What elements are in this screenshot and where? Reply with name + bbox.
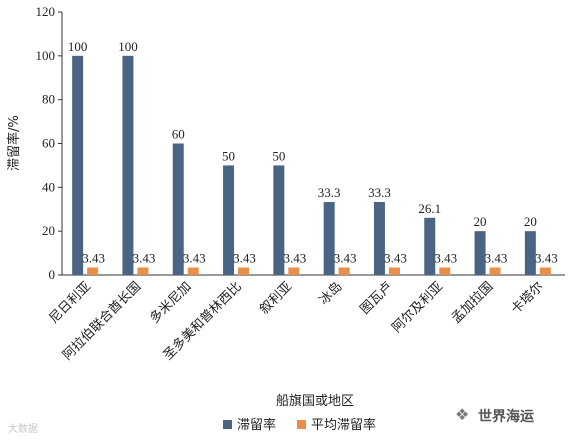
y-axis: 0 20 40 60 80 100 120 [36, 4, 565, 282]
bar-average-rate [489, 267, 501, 275]
data-label-stay-rate: 20 [474, 214, 487, 229]
y-tick-label: 40 [42, 179, 55, 194]
data-label-average-rate: 3.43 [485, 250, 508, 265]
bar-average-rate [137, 267, 149, 275]
y-tick-label: 120 [36, 4, 56, 19]
bar-average-rate [539, 267, 551, 275]
x-tick-label: 卡塔尔 [508, 279, 546, 317]
y-tick-label: 80 [42, 92, 55, 107]
x-tick-label: 阿尔及利亚 [389, 279, 446, 336]
data-label-stay-rate: 20 [524, 214, 537, 229]
data-label-stay-rate: 50 [272, 148, 285, 163]
watermark-left: 大数据 [8, 424, 38, 435]
x-tick-label: 尼日利亚 [47, 279, 94, 326]
bar-average-rate [87, 267, 99, 275]
legend-label-average-rate: 平均滞留率 [311, 417, 376, 433]
legend-label-stay-rate: 滞留率 [237, 417, 276, 433]
x-tick-label: 多米尼加 [146, 279, 194, 327]
bar-stay-rate [474, 231, 486, 275]
data-label-average-rate: 3.43 [82, 250, 105, 265]
x-tick-label: 叙利亚 [257, 279, 295, 317]
legend-swatch-stay-rate [223, 420, 232, 429]
x-tick-label: 孟加拉国 [449, 279, 496, 326]
bar-stay-rate [273, 165, 285, 275]
bar-stay-rate [524, 231, 536, 275]
data-label-average-rate: 3.43 [384, 250, 407, 265]
y-axis-title: 滞留率/% [6, 115, 22, 171]
x-tick-label: 图瓦卢 [357, 279, 396, 318]
bar-average-rate [238, 267, 250, 275]
bar-stay-rate [122, 55, 134, 276]
data-label-stay-rate: 33.3 [318, 185, 341, 200]
legend-swatch-average-rate [297, 420, 306, 429]
data-label-average-rate: 3.43 [233, 250, 256, 265]
x-axis-title: 船旗国或地区 [276, 393, 354, 409]
wechat-icon: ❖ [455, 405, 470, 424]
bar-stay-rate [424, 217, 436, 275]
data-label-stay-rate: 26.1 [418, 201, 441, 216]
data-label-stay-rate: 33.3 [368, 185, 391, 200]
y-tick-label: 60 [42, 136, 55, 151]
bar-stay-rate [373, 202, 385, 275]
bar-stay-rate [72, 55, 84, 276]
watermark-right: 世界海运 [478, 409, 534, 425]
bar-stay-rate [323, 202, 335, 275]
bar-average-rate [439, 267, 451, 275]
data-label-stay-rate: 100 [118, 39, 138, 54]
bar-average-rate [288, 267, 300, 275]
data-label-stay-rate: 50 [222, 148, 235, 163]
bar-average-rate [388, 267, 400, 275]
legend: 滞留率 平均滞留率 [223, 417, 376, 433]
y-tick-label: 100 [36, 48, 56, 63]
data-label-average-rate: 3.43 [283, 250, 306, 265]
y-tick-label: 0 [49, 267, 56, 282]
bar-stay-rate [172, 143, 184, 275]
bar-average-rate [338, 267, 350, 275]
data-label-average-rate: 3.43 [133, 250, 156, 265]
bars: 100 3.43 100 3.43 60 3.43 50 3.43 50 3.43 33.3 3.43… [68, 39, 558, 276]
bar-stay-rate [223, 165, 235, 275]
data-label-average-rate: 3.43 [183, 250, 206, 265]
bar-average-rate [187, 267, 199, 275]
data-label-average-rate: 3.43 [334, 250, 357, 265]
data-label-stay-rate: 100 [68, 39, 88, 54]
x-tick-label: 冰岛 [316, 279, 346, 309]
data-label-stay-rate: 60 [172, 127, 185, 142]
data-label-average-rate: 3.43 [535, 250, 558, 265]
y-tick-label: 20 [42, 223, 55, 238]
data-label-average-rate: 3.43 [434, 250, 457, 265]
